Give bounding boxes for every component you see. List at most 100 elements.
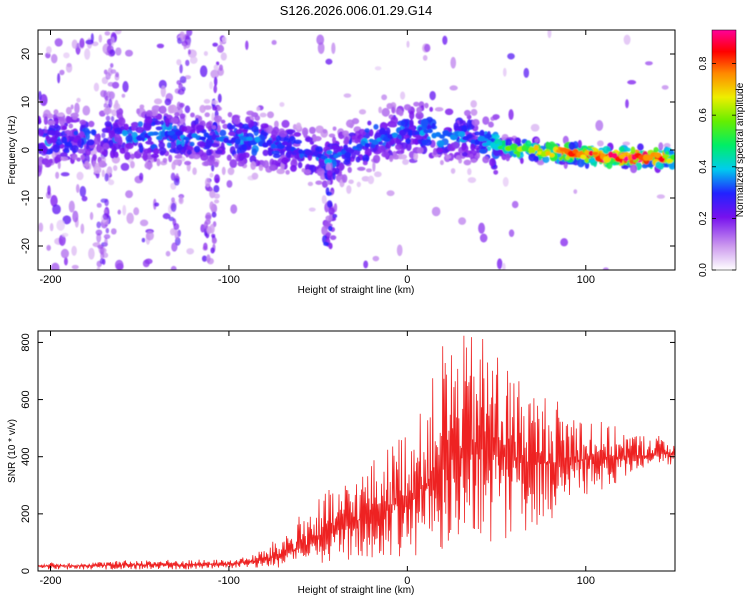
y-tick-label: 20 [20, 48, 32, 60]
spectrogram-ridge-cell [344, 136, 349, 145]
spectrogram-speckle [65, 63, 73, 73]
spectrogram-speckle [209, 81, 213, 90]
spectrogram-speckle [595, 120, 604, 131]
spectrogram-ridge-core [533, 144, 539, 151]
spectrogram-ridge-cell [259, 112, 267, 118]
spectrogram-ridge-cell [482, 155, 490, 164]
spectrogram-ridge-cell [293, 139, 302, 145]
spectrogram-ridge-cell [72, 138, 79, 144]
snr-series-line [38, 335, 675, 570]
spectrogram-ridge-cell [85, 132, 90, 141]
spectrogram-ridge-cell [53, 109, 59, 115]
spectrogram-ridge-core [198, 136, 207, 141]
spectrogram-speckle [184, 105, 191, 114]
spectrogram-ridge-cell [388, 123, 397, 128]
spectrogram-ridge-cell [405, 142, 412, 152]
spectrogram-ridge-cell [262, 149, 269, 157]
spectrogram-ridge-cell [372, 154, 381, 164]
spectrogram-ridge-cell [85, 148, 91, 156]
spectrogram-speckle [602, 267, 609, 270]
spectrogram-speckle [84, 48, 91, 60]
spectrogram-speckle [68, 200, 75, 213]
spectrogram-ridge-cell [429, 106, 434, 112]
spectrogram-ridge-cell [489, 157, 496, 167]
spectrogram-ridge-cell [431, 122, 436, 129]
spectrogram-speckle [58, 234, 66, 246]
spectrogram-ridge-core [466, 133, 473, 139]
spectrogram-streak [168, 216, 175, 222]
spectrogram-streak [176, 80, 182, 85]
spectrogram-ridge-cell [246, 110, 255, 116]
spectrogram-ridge-cell [61, 136, 68, 144]
spectrogram-ridge-cell [409, 119, 414, 128]
spectrogram-ridge-cell [436, 140, 445, 148]
spectrogram-streak [185, 59, 190, 67]
spectrogram-ridge-core [344, 151, 352, 159]
spectrogram-tail [332, 213, 338, 219]
spectrogram-ridge-cell [514, 137, 522, 145]
spectrogram-ridge-cell [138, 144, 144, 154]
spectrogram-ridge-cell [405, 137, 411, 145]
spectrogram-ridge-cell [322, 129, 328, 134]
spectrogram-ridge-cell [321, 194, 327, 204]
spectrogram-ridge-cell [295, 122, 302, 130]
spectrogram-ridge-cell [189, 141, 195, 147]
spectrogram-ridge-cell [478, 149, 488, 154]
spectrogram-streak [111, 109, 117, 117]
spectrogram-speckle [547, 30, 552, 39]
spectrogram-ridge-cell [137, 121, 143, 127]
snr-y-ticks: 0 200 400 600 800 [20, 333, 675, 574]
spectrogram-speckle [316, 34, 325, 45]
spectrogram-ridge-cell [534, 138, 540, 143]
spectrogram-speckle [125, 49, 133, 57]
spectrogram-ridge-cell [158, 141, 166, 149]
spectrogram-ridge-cell [56, 125, 61, 132]
spectrogram-ridge-cell [388, 139, 395, 146]
spectrogram-ridge-cell [588, 157, 596, 163]
spectrogram-ridge-cell [143, 122, 152, 131]
spectrogram-ridge-core [592, 151, 598, 156]
spectrogram-speckle [479, 233, 488, 243]
spectrogram-streak [204, 177, 211, 188]
spectrogram-speckle [39, 93, 48, 106]
colorbar-gradient [712, 30, 736, 270]
x-tick-label: 0 [404, 274, 410, 286]
spectrogram-ridge-cell [250, 161, 257, 170]
spectrogram-speckle [62, 215, 72, 225]
spectrogram-ridge-cell [186, 149, 193, 155]
spectrogram-speckle [422, 55, 428, 61]
spectrogram-ridge-core [549, 152, 555, 158]
y-tick-label: 400 [20, 448, 32, 466]
spectrogram-streak [176, 59, 182, 66]
spectrogram-ridge-core [513, 150, 520, 155]
spectrogram-speckle [116, 263, 124, 270]
spectrogram-streak [104, 173, 109, 182]
spectrogram-ridge-cell [47, 130, 56, 136]
spectrogram-streak [211, 112, 215, 122]
spectrogram-streak [179, 196, 183, 203]
spectrogram-speckle [141, 237, 146, 243]
colorbar-frame [711, 29, 737, 271]
spectrogram-ridge-cell [168, 104, 178, 114]
spectrogram-speckle [386, 190, 395, 197]
spectrogram-ridge-cell [400, 147, 405, 153]
spectrogram-ridge-cell [203, 160, 210, 167]
spectrogram-ridge-cell [398, 110, 404, 117]
spectrogram-ridge-cell [64, 129, 72, 135]
spectrogram-speckle [85, 39, 94, 45]
spectrogram-streak [103, 234, 111, 240]
spectrogram-streak [104, 198, 109, 207]
spectrogram-streak [170, 265, 177, 270]
spectrogram-ridge-cell [385, 143, 390, 149]
spectrogram-streak [218, 64, 223, 71]
spectrogram-ridge-cell [492, 134, 500, 140]
spectrogram-streak [211, 237, 217, 244]
spectrogram-ridge-core [254, 136, 261, 143]
spectrogram-ridge-cell [111, 145, 117, 153]
spectrogram-ridge-cell [311, 135, 318, 143]
spectrogram-speckle [120, 162, 130, 171]
spectrogram-ridge-cell [267, 111, 274, 119]
x-tick-label: -200 [39, 575, 61, 587]
spectrogram-ridge-cell [103, 107, 112, 115]
spectrogram-ridge-cell [309, 140, 315, 145]
